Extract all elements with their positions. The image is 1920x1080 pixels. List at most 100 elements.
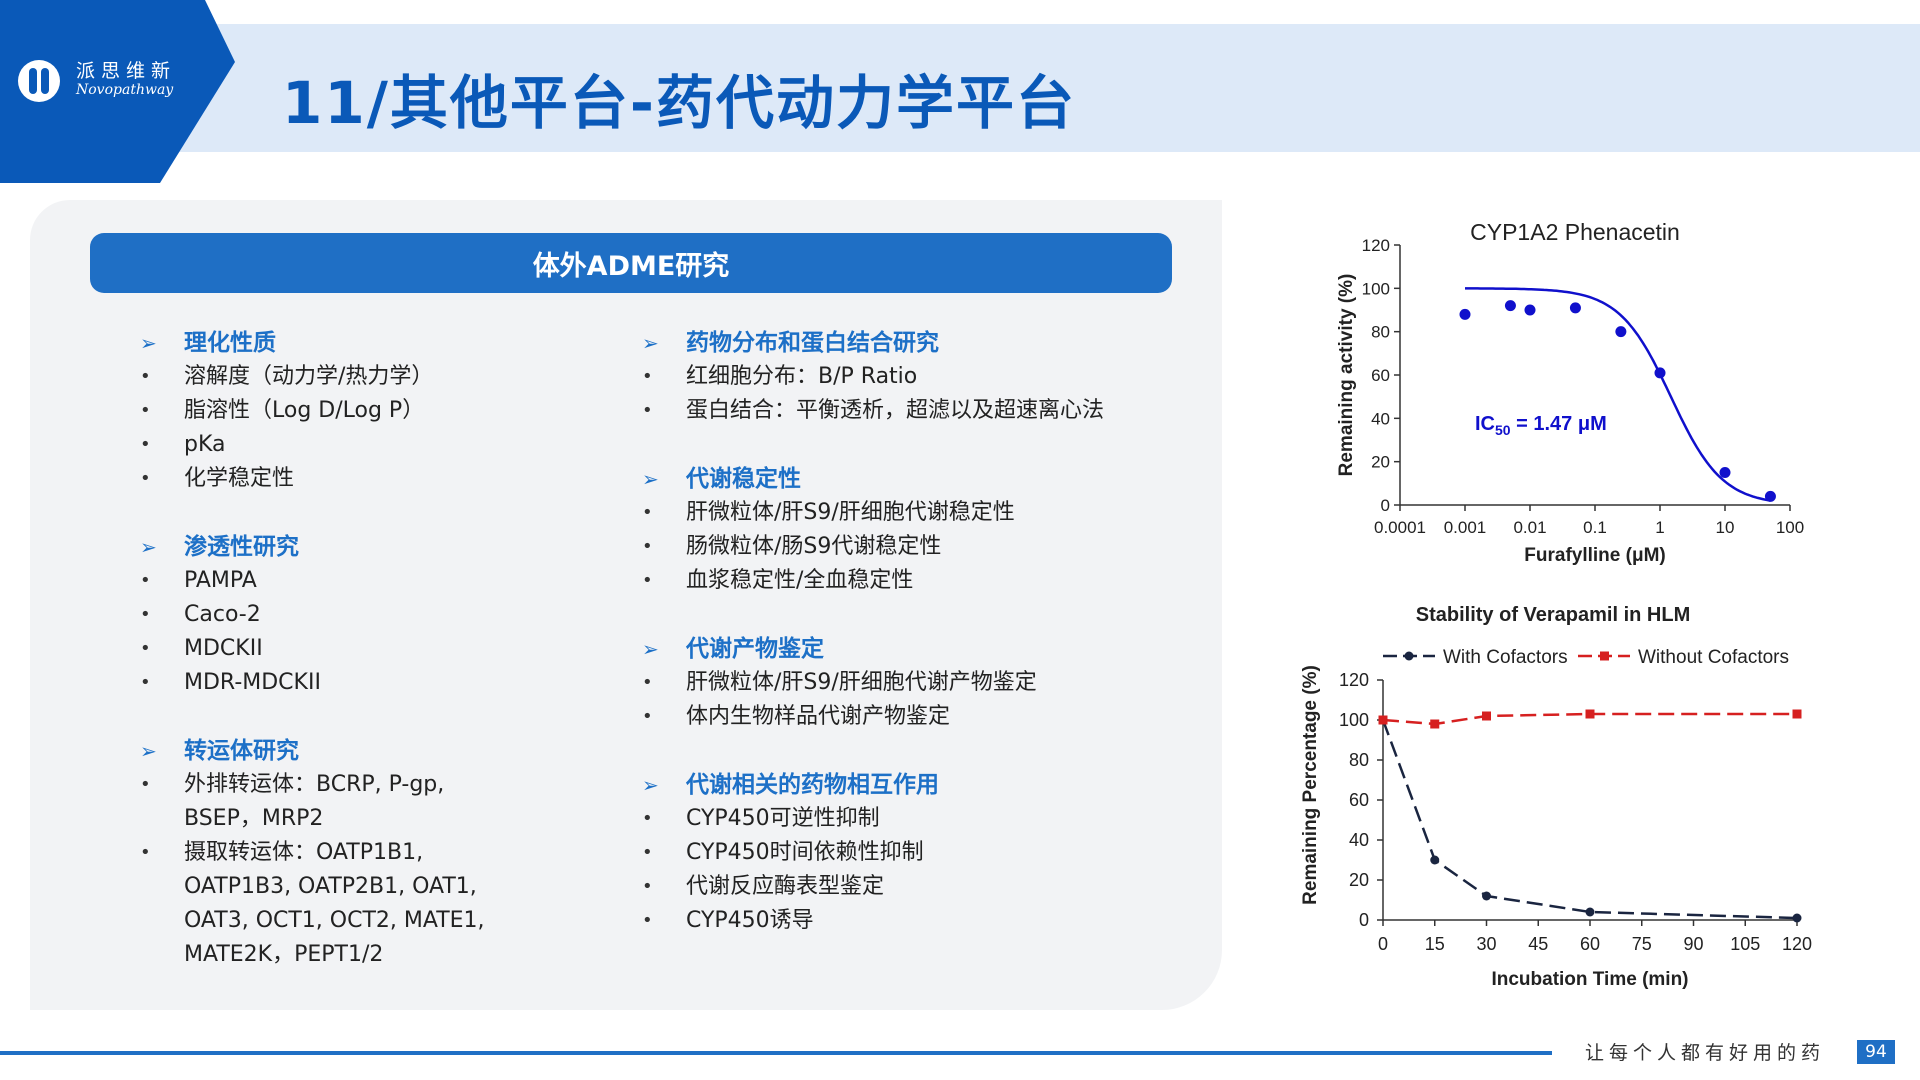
chart2-data-point <box>1378 715 1388 725</box>
chart2-data-point <box>1585 907 1595 917</box>
header-band <box>0 24 1920 152</box>
chart1-data-point <box>1504 300 1516 312</box>
chart1-data-point <box>1459 308 1471 320</box>
chart2-x-tick-label: 45 <box>1528 934 1548 954</box>
list-item-line: 摄取转运体：OATP1B1, <box>184 840 424 865</box>
chart2-x-tick-label: 30 <box>1476 934 1496 954</box>
page-number: 94 <box>1857 1040 1895 1064</box>
section-title: 代谢产物鉴定 <box>686 636 824 662</box>
list-item-line: MATE2K，PEPT1/2 <box>184 942 384 967</box>
page-title: 11/其他平台-药代动力学平台 <box>282 69 1076 137</box>
list-item: 蛋白结合：平衡透析，超滤以及超速离心法 <box>642 394 1222 428</box>
chart2-series-line <box>1381 719 1798 920</box>
arrow-icon: ➢ <box>140 739 157 763</box>
chart1-data-point <box>1524 304 1536 316</box>
logo-block: 派思维新 Novopathway <box>0 0 235 183</box>
chart1-y-tick-label: 100 <box>1362 279 1390 298</box>
chart2-y-tick-label: 0 <box>1359 910 1369 930</box>
list-item: 脂溶性（Log D/Log P） <box>140 394 640 428</box>
section-metabolic-stability: ➢ 代谢稳定性 肝微粒体/肝S9/肝细胞代谢稳定性 肠微粒体/肠S9代谢稳定性 血… <box>642 462 1222 598</box>
chart1-x-tick-label: 0.1 <box>1583 518 1607 537</box>
section-metabolite-id: ➢ 代谢产物鉴定 肝微粒体/肝S9/肝细胞代谢产物鉴定 体内生物样品代谢产物鉴定 <box>642 632 1222 734</box>
right-column: ➢ 药物分布和蛋白结合研究 红细胞分布：B/P Ratio 蛋白结合：平衡透析，超… <box>642 326 1222 938</box>
list-item: MDR-MDCKII <box>140 666 640 700</box>
chart1-x-tick-label: 1 <box>1655 518 1664 537</box>
chart2-x-tick-label: 105 <box>1730 934 1760 954</box>
list-item: pKa <box>140 428 640 462</box>
panel-header: 体外ADME研究 <box>90 233 1172 293</box>
chart2-y-tick-label: 100 <box>1339 710 1369 730</box>
chart2-legend-label: Without Cofactors <box>1638 647 1789 668</box>
footer-line <box>0 1051 1552 1055</box>
footer-slogan: 让每个人都有好用的药 <box>1585 1042 1826 1064</box>
chart2-title: Stability of Verapamil in HLM <box>1416 604 1691 626</box>
arrow-icon: ➢ <box>642 773 659 797</box>
list-item: MDCKII <box>140 632 640 666</box>
section-title: 药物分布和蛋白结合研究 <box>686 330 939 356</box>
chart2-x-tick-label: 15 <box>1425 934 1445 954</box>
list-item: 肠微粒体/肠S9代谢稳定性 <box>642 530 1222 564</box>
chart2-data-point <box>1792 913 1802 923</box>
list-item: CYP450时间依赖性抑制 <box>642 836 1222 870</box>
chart2-x-label: Incubation Time (min) <box>1491 969 1688 990</box>
list-item: 红细胞分布：B/P Ratio <box>642 360 1222 394</box>
chart2-data-point <box>1792 709 1802 719</box>
chart1-data-point <box>1615 326 1627 338</box>
chart1-x-tick-label: 100 <box>1776 518 1804 537</box>
chart2-legend-label: With Cofactors <box>1443 647 1568 668</box>
chart1-y-label: Remaining activity (%) <box>1336 274 1357 477</box>
list-item: 化学稳定性 <box>140 462 640 496</box>
section-title: 理化性质 <box>184 330 276 356</box>
list-item: 溶解度（动力学/热力学） <box>140 360 640 394</box>
chart1-data-point <box>1569 302 1581 314</box>
chart1-x-tick-label: 0.001 <box>1444 518 1487 537</box>
chart2-data-point <box>1430 719 1440 729</box>
chart2-y-tick-label: 40 <box>1349 830 1369 850</box>
chart2-x-tick-label: 90 <box>1683 934 1703 954</box>
chart1-y-tick-label: 20 <box>1371 453 1390 472</box>
list-item: 肝微粒体/肝S9/肝细胞代谢稳定性 <box>642 496 1222 530</box>
chart2-data-point <box>1430 855 1440 865</box>
chart2-y-label: Remaining Percentage (%) <box>1300 665 1321 905</box>
chart2-x-tick-label: 75 <box>1632 934 1652 954</box>
section-transporter: ➢ 转运体研究 外排转运体：BCRP, P-gp, BSEP，MRP2 摄取转运体：… <box>140 734 640 972</box>
arrow-icon: ➢ <box>642 331 659 355</box>
chart1-y-tick-label: 0 <box>1381 496 1390 515</box>
chart2-legend-marker <box>1600 651 1609 661</box>
left-column: ➢理化性质 溶解度（动力学/热力学） 脂溶性（Log D/Log P） pKa … <box>140 326 640 972</box>
list-item: 摄取转运体：OATP1B1, OATP1B3, OATP2B1, OAT1, OAT… <box>140 836 640 972</box>
arrow-icon: ➢ <box>642 467 659 491</box>
chart1-x-label: Furafylline (μM) <box>1524 545 1665 566</box>
chart2-y-tick-label: 60 <box>1349 790 1369 810</box>
chart1-x-tick-label: 0.01 <box>1513 518 1546 537</box>
chart2-x-tick-label: 0 <box>1378 934 1388 954</box>
chart1-y-tick-label: 120 <box>1362 236 1390 255</box>
section-title: 代谢相关的药物相互作用 <box>686 772 939 798</box>
list-item: CYP450诱导 <box>642 904 1222 938</box>
chart2-data-point <box>1482 711 1491 721</box>
chart2-y-tick-label: 80 <box>1349 750 1369 770</box>
list-item: CYP450可逆性抑制 <box>642 802 1222 836</box>
chart2-y-tick-label: 20 <box>1349 870 1369 890</box>
section-permeability: ➢ 渗透性研究 PAMPA Caco-2 MDCKII MDR-MDCKII <box>140 530 640 700</box>
section-ddi: ➢ 代谢相关的药物相互作用 CYP450可逆性抑制 CYP450时间依赖性抑制 代… <box>642 768 1222 938</box>
section-physchem: ➢理化性质 溶解度（动力学/热力学） 脂溶性（Log D/Log P） pKa … <box>140 326 640 496</box>
list-item: 体内生物样品代谢产物鉴定 <box>642 700 1222 734</box>
arrow-icon: ➢ <box>642 637 659 661</box>
arrow-icon: ➢ <box>140 535 157 559</box>
list-item: 血浆稳定性/全血稳定性 <box>642 564 1222 598</box>
chart1-x-tick-label: 10 <box>1716 518 1735 537</box>
section-title: 渗透性研究 <box>184 534 299 560</box>
chart1-y-tick-label: 40 <box>1371 409 1390 428</box>
chart2-x-tick-label: 120 <box>1782 934 1812 954</box>
chart1-data-point <box>1764 490 1776 502</box>
list-item: 外排转运体：BCRP, P-gp, BSEP，MRP2 <box>140 768 640 836</box>
list-item-line: OAT3, OCT1, OCT2, MATE1, <box>184 908 485 933</box>
logo-cn: 派思维新 <box>76 60 177 82</box>
chart1-data-point <box>1719 467 1731 478</box>
chart1-x-tick-label: 0.0001 <box>1374 518 1426 537</box>
chart2-y-tick-label: 120 <box>1339 670 1369 690</box>
list-item: PAMPA <box>140 564 640 598</box>
section-title: 代谢稳定性 <box>686 466 801 492</box>
chart2-legend-marker <box>1404 651 1414 661</box>
